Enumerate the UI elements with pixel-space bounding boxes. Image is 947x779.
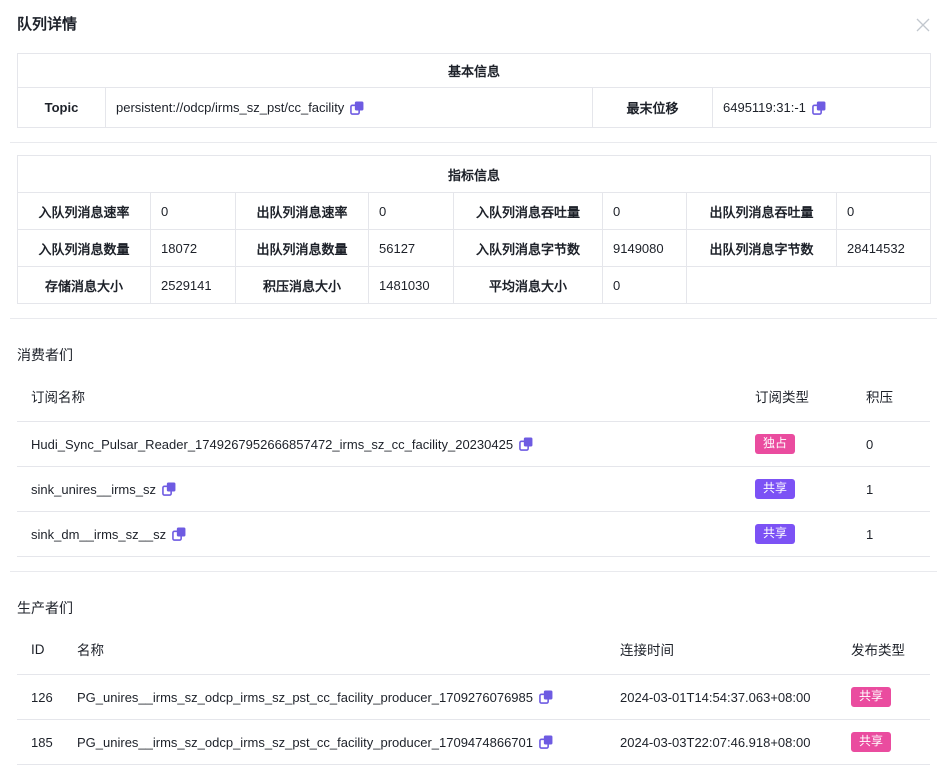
table-row: sink_unires__irms_sz 共享 1 <box>17 467 930 512</box>
table-row: Hudi_Sync_Pulsar_Reader_1749267952666857… <box>17 422 930 467</box>
producer-id: 185 <box>31 734 53 750</box>
topic-value: persistent://odcp/irms_sz_pst/cc_facilit… <box>116 100 345 115</box>
publish-type-badge: 共享 <box>851 687 892 707</box>
metric-label: 平均消息大小 <box>453 266 603 304</box>
basic-info-table: 基本信息 Topic persistent://odcp/irms_sz_pst… <box>16 53 932 128</box>
subscription-name: sink_unires__irms_sz <box>31 481 156 497</box>
metric-value: 1481030 <box>368 266 454 304</box>
metric-label: 出队列消息速率 <box>235 192 369 230</box>
producers-section: 生产者们 ID 名称 连接时间 发布类型 126 PG_unires__irms… <box>17 598 930 765</box>
metric-value: 28414532 <box>835 229 932 267</box>
column-header-subscription-type: 订阅类型 <box>755 390 809 405</box>
table-row: 入队列消息速率 0 出队列消息速率 0 入队列消息吞吐量 0 出队列消息吞吐量 … <box>17 192 932 230</box>
copy-icon[interactable] <box>350 100 365 115</box>
column-header-connect-time: 连接时间 <box>620 643 674 658</box>
last-offset-value: 6495119:31:-1 <box>723 100 806 115</box>
table-row: 入队列消息数量 18072 出队列消息数量 56127 入队列消息字节数 914… <box>17 229 932 267</box>
metric-label: 存储消息大小 <box>17 266 151 304</box>
metric-label: 出队列消息数量 <box>235 229 369 267</box>
page-title: 队列详情 <box>17 16 78 33</box>
column-header-id: ID <box>31 641 45 657</box>
copy-icon[interactable] <box>539 689 554 704</box>
connect-time: 2024-03-03T22:07:46.918+08:00 <box>620 734 811 750</box>
topic-label: Topic <box>17 87 106 128</box>
subscription-name: sink_dm__irms_sz__sz <box>31 526 167 542</box>
table-row: sink_dm__irms_sz__sz 共享 1 <box>17 512 930 557</box>
last-offset-label: 最末位移 <box>592 87 713 128</box>
metric-label: 入队列消息速率 <box>17 192 151 230</box>
backlog-value: 0 <box>866 436 874 452</box>
metric-value: 2529141 <box>150 266 236 304</box>
metrics-header: 指标信息 <box>16 155 932 193</box>
backlog-value: 1 <box>866 526 874 542</box>
column-header-subscription-name: 订阅名称 <box>31 390 85 405</box>
consumers-table-header: 订阅名称 订阅类型 积压 <box>17 365 930 422</box>
consumers-title: 消费者们 <box>17 347 73 363</box>
metric-value: 0 <box>835 192 932 230</box>
table-row: 126 PG_unires__irms_sz_odcp_irms_sz_pst_… <box>17 675 930 720</box>
copy-icon[interactable] <box>519 436 534 451</box>
metric-value: 18072 <box>150 229 236 267</box>
metric-value: 0 <box>602 192 687 230</box>
column-header-publish-type: 发布类型 <box>851 643 905 658</box>
producer-name: PG_unires__irms_sz_odcp_irms_sz_pst_cc_f… <box>77 734 533 750</box>
close-icon[interactable] <box>914 16 932 34</box>
metric-label: 入队列消息吞吐量 <box>453 192 603 230</box>
metric-label: 入队列消息数量 <box>17 229 151 267</box>
metric-label: 积压消息大小 <box>235 266 369 304</box>
metric-value: 0 <box>150 192 236 230</box>
empty-cell <box>685 266 932 304</box>
metrics-table: 指标信息 入队列消息速率 0 出队列消息速率 0 入队列消息吞吐量 0 出队列消… <box>16 155 932 304</box>
metric-label: 出队列消息吞吐量 <box>686 192 837 230</box>
copy-icon[interactable] <box>539 734 554 749</box>
copy-icon[interactable] <box>172 526 187 541</box>
table-row: Topic persistent://odcp/irms_sz_pst/cc_f… <box>17 87 932 128</box>
consumers-section: 消费者们 订阅名称 订阅类型 积压 Hudi_Sync_Pulsar_Reade… <box>17 345 930 557</box>
metric-value: 0 <box>602 266 687 304</box>
table-row: 存储消息大小 2529141 积压消息大小 1481030 平均消息大小 0 <box>17 266 932 304</box>
column-header-name: 名称 <box>77 643 104 658</box>
metric-value: 0 <box>368 192 454 230</box>
producers-table-header: ID 名称 连接时间 发布类型 <box>17 618 930 675</box>
copy-icon[interactable] <box>812 100 827 115</box>
metric-value: 9149080 <box>602 229 687 267</box>
metric-value: 56127 <box>368 229 454 267</box>
section-divider <box>10 318 937 319</box>
subscription-type-badge: 共享 <box>755 524 796 544</box>
section-divider <box>10 571 937 572</box>
table-row: 185 PG_unires__irms_sz_odcp_irms_sz_pst_… <box>17 720 930 765</box>
section-divider <box>10 142 937 143</box>
subscription-type-badge: 独占 <box>755 434 796 454</box>
backlog-value: 1 <box>866 481 874 497</box>
connect-time: 2024-03-01T14:54:37.063+08:00 <box>620 689 811 705</box>
metric-label: 出队列消息字节数 <box>686 229 837 267</box>
metric-label: 入队列消息字节数 <box>453 229 603 267</box>
copy-icon[interactable] <box>162 481 177 496</box>
publish-type-badge: 共享 <box>851 732 892 752</box>
basic-info-header: 基本信息 <box>16 53 932 88</box>
subscription-name: Hudi_Sync_Pulsar_Reader_1749267952666857… <box>31 436 514 452</box>
subscription-type-badge: 共享 <box>755 479 796 499</box>
producer-id: 126 <box>31 689 53 705</box>
producer-name: PG_unires__irms_sz_odcp_irms_sz_pst_cc_f… <box>77 689 533 705</box>
column-header-backlog: 积压 <box>866 390 893 405</box>
producers-title: 生产者们 <box>17 600 73 616</box>
